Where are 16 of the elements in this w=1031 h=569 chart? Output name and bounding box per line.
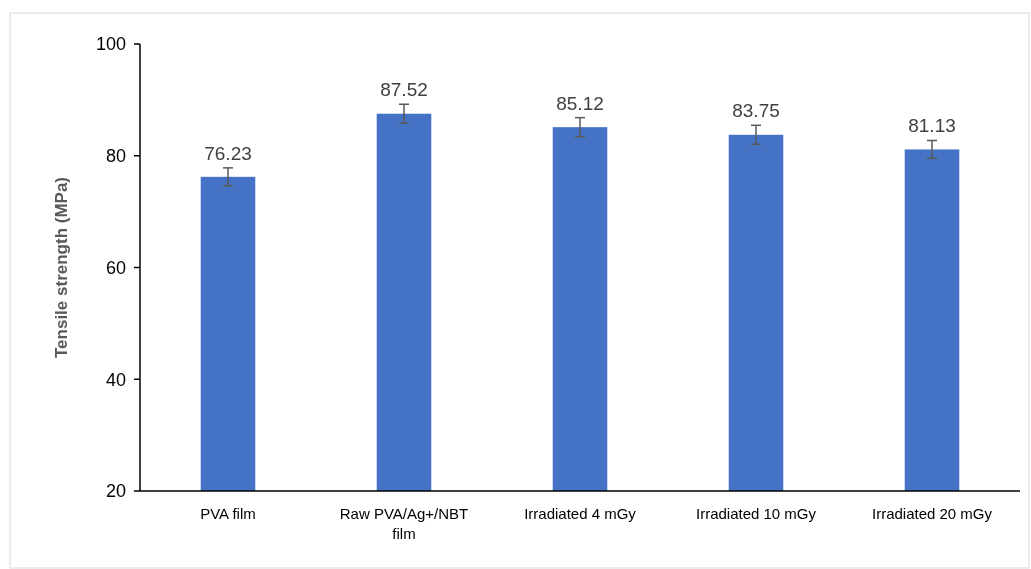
y-tick-label: 40 (105, 369, 126, 390)
y-axis-title: Tensile strength (MPa) (52, 176, 71, 359)
data-label: 87.52 (380, 79, 428, 101)
data-label: 83.75 (732, 100, 780, 122)
x-tick-label: Irradiated 20 mGy (871, 505, 993, 522)
x-tick-label: Irradiated 4 mGy (524, 505, 637, 522)
data-label: 85.12 (556, 92, 604, 114)
data-label: 76.23 (204, 142, 252, 164)
data-label: 81.13 (908, 115, 956, 137)
y-tick-label: 100 (95, 34, 126, 55)
y-tick-label: 60 (105, 257, 126, 278)
y-tick-label: 80 (105, 146, 126, 167)
y-tick-label: 20 (105, 481, 126, 502)
x-tick-label: PVA film (200, 505, 256, 522)
x-tick-label: Raw PVA/Ag+/NBT film (339, 505, 469, 542)
x-tick-label: Irradiated 10 mGy (695, 505, 817, 522)
